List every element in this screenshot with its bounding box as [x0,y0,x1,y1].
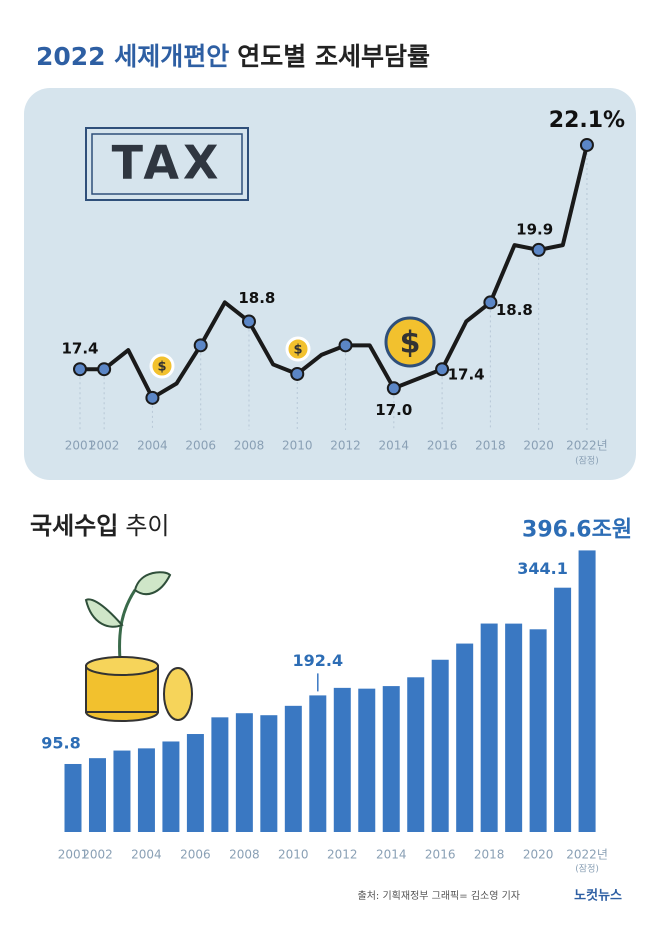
x-tick-label: 2002 [89,439,120,453]
bar [64,763,82,832]
value-label: 17.0 [375,401,412,419]
bar [211,717,229,832]
x-tick-label: 2004 [137,439,168,453]
marker [97,362,112,377]
marker [579,137,594,152]
x-tick-label: 2014 [376,848,407,862]
x-tick-label: 2016 [425,848,456,862]
title: 2022 세제개편안 연도별 조세부담률 [36,42,430,71]
x-tick-label: 2010 [278,848,309,862]
plant-illustration [84,571,193,722]
bar [578,550,596,832]
marker [73,362,87,377]
x-tick-label: 2008 [229,848,260,862]
bar [407,677,425,832]
value-label: 95.8 [41,733,80,752]
x-tick-label: 2022년 [566,848,608,862]
x-tick-label: 2012 [330,439,361,453]
line [80,144,589,400]
coin-symbol: $ [400,326,421,361]
coin [149,353,175,379]
x-tick-label: 2016 [427,439,458,453]
value-label: 19.9 [516,220,553,238]
bar [529,629,547,832]
x-tick-label: 2004 [131,848,162,862]
source: 출처: 기획재정부 그래픽= 김소영 기자 [358,890,520,902]
coin-symbol: $ [157,360,166,375]
coin-symbol: $ [293,343,302,358]
bar [113,750,131,832]
bar [137,748,155,832]
x-tick-label: 2002 [82,848,113,862]
marker [435,362,450,377]
marker [338,338,353,353]
x-tick-label: 2006 [180,848,211,862]
x-tick-label: 2020 [523,848,554,862]
title-rest: 연도별 조세부담률 [237,42,430,71]
tax-text: TAX [112,136,223,190]
value-label: 17.4 [448,366,485,384]
value-label: 192.4 [292,651,343,670]
value-label: 18.8 [238,289,275,307]
category-note: (잠정) [575,456,599,467]
x-tick-label: 2001 [58,848,89,862]
bar [88,758,106,832]
bar [505,623,523,832]
sign-frame [85,127,249,201]
bar [431,659,449,832]
bar [382,686,400,832]
value-label: 18.8 [496,301,533,319]
bar [480,623,498,832]
value-label: 344.1 [517,559,568,578]
marker [531,242,546,257]
bar [284,705,302,832]
marker [193,338,208,353]
x-tick-label: 2008 [234,439,265,453]
coin [285,336,311,362]
coins: $ $ $ [149,316,436,379]
x-tick-label: 2018 [475,439,506,453]
x-tick-label: 2010 [282,439,313,453]
x-tick-label: 2012 [327,848,358,862]
bar [456,643,474,832]
x-tick-label: 2018 [474,848,505,862]
marker [386,381,401,396]
category-note: (잠정) [575,864,599,875]
marker [483,295,498,310]
bar [554,587,572,832]
bar [358,688,376,832]
marker [241,314,256,329]
value-label: 396.6조원 [522,517,632,542]
bar [162,741,180,832]
bar [235,713,253,832]
value-label: 22.1% [549,108,625,133]
bar-title: 국세수입 추이 [30,512,170,540]
title-highlight: 2022 세제개편안 [36,42,229,71]
sign-frame [91,133,243,195]
x-tick-label: 2020 [523,439,554,453]
bar [333,687,351,832]
marker [290,366,305,381]
bar-title-rest: 추이 [125,512,169,540]
logo: 노컷뉴스 [574,888,622,904]
marker [145,390,160,405]
x-tick-label: 2001 [65,439,96,453]
tax-sign: TAX [85,127,249,201]
x-tick-label: 2014 [379,439,410,453]
value-label: 17.4 [61,340,98,358]
x-tick-label: 2006 [185,439,216,453]
x-tick-label: 2022년 [566,439,608,453]
bar [309,695,327,832]
coin [384,316,436,368]
bar-title-bold: 국세수입 [30,512,118,540]
bar [186,734,204,832]
bar [260,715,278,832]
